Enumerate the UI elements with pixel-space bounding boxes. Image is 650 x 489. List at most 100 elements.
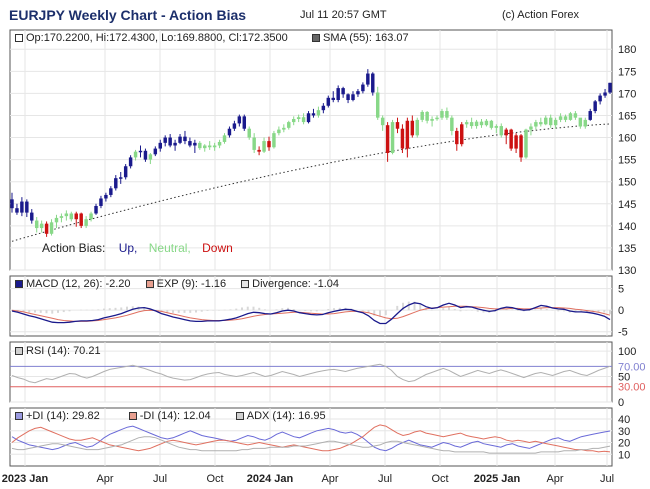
candle-body (267, 141, 271, 148)
adx-line (11, 436, 611, 454)
macd-swatch (15, 280, 23, 289)
candle-body (79, 213, 83, 226)
candle-body (509, 129, 513, 149)
candle-body (608, 82, 612, 93)
rsi-30-label: 30.00 (618, 382, 646, 394)
candle-body (464, 122, 469, 125)
candle-body (474, 121, 479, 127)
candle-body (415, 119, 419, 136)
candle-body (405, 120, 410, 149)
plus-di-line (11, 425, 611, 452)
rsi-panel-frame (9, 341, 613, 403)
sma-line (11, 123, 611, 242)
candle-body (287, 122, 291, 128)
minus-di-label: -DI (14): 12.04 (139, 410, 211, 422)
candle-body (252, 137, 256, 150)
candle-body (99, 198, 103, 206)
divergence-swatch (241, 280, 250, 289)
candle-body (272, 133, 276, 148)
candle-body (514, 135, 518, 149)
candle-body (529, 126, 533, 130)
rsi-legend: RSI (14): 70.21 (15, 346, 101, 357)
candle-body (193, 142, 197, 146)
price-tick-label: 150 (618, 177, 636, 189)
candle-body (232, 123, 237, 129)
candle-body (603, 92, 607, 96)
candle-body (247, 128, 251, 138)
x-tick-label: Jul (378, 473, 392, 485)
rsi-70-label: 70.00 (618, 361, 646, 373)
candle-body (217, 141, 222, 146)
candle-body (356, 91, 360, 95)
candle-body (553, 119, 558, 126)
candle-body (34, 220, 39, 229)
price-tick-label: 140 (618, 221, 636, 233)
candle-body (64, 213, 69, 217)
candle-body (84, 219, 88, 226)
candle-body (178, 136, 182, 143)
x-tick-label: 2023 Jan (2, 473, 49, 485)
candle-body (168, 137, 172, 146)
price-panel-frame (9, 29, 613, 271)
candle-body (291, 119, 296, 123)
price-tick-label: 160 (618, 133, 636, 145)
candle-body (425, 111, 429, 121)
macd-tick-label: -5 (618, 327, 628, 339)
x-tick-label: Apr (321, 473, 338, 485)
candle-body (568, 113, 573, 120)
x-tick-label: Jul (600, 473, 614, 485)
candle-body (544, 117, 548, 125)
candle-body (479, 121, 484, 126)
candle-body (494, 126, 499, 128)
candle-body (227, 128, 232, 136)
candle-body (133, 151, 138, 158)
x-tick-label: Apr (96, 473, 113, 485)
price-tick-label: 130 (618, 265, 636, 277)
rsi-tick-label: 100 (618, 346, 636, 358)
candle-body (148, 154, 153, 160)
candle-body (257, 149, 261, 152)
candle-body (94, 205, 98, 214)
candle-body (30, 212, 34, 221)
dmi-tick-label: 10 (618, 449, 630, 461)
candle-body (351, 94, 355, 101)
candle-body (504, 129, 508, 136)
candle-body (519, 135, 523, 158)
macd-tick-label: 5 (618, 284, 624, 296)
candle-body (54, 217, 59, 223)
candle-body (593, 101, 597, 112)
divergence-label: Divergence: -1.04 (252, 278, 339, 290)
dmi-tick-label: 40 (618, 414, 630, 426)
candle-body (282, 127, 286, 130)
candle-body (49, 222, 54, 234)
action-bias-legend: Action Bias: Up, Neutral, Down (42, 242, 233, 254)
candle-body (583, 119, 588, 127)
ohlc-swatch (15, 34, 23, 43)
candle-body (361, 84, 365, 92)
candle-body (460, 124, 464, 145)
x-tick-label: 2024 Jan (247, 473, 294, 485)
minus-di-line (11, 424, 611, 453)
macd-tick-label: 0 (618, 305, 624, 317)
candle-body (123, 166, 128, 178)
price-tick-label: 170 (618, 88, 636, 100)
price-tick-label: 180 (618, 44, 636, 56)
candle-body (212, 145, 217, 148)
candle-body (534, 122, 538, 127)
bias-down-label: Down (202, 241, 233, 255)
candle-body (301, 117, 306, 123)
candle-body (188, 141, 192, 146)
candle-body (25, 201, 29, 213)
candle-body (548, 117, 553, 126)
candle-body (262, 141, 266, 152)
candle-body (410, 120, 415, 136)
dmi-legend: +DI (14): 29.82 -DI (14): 12.04 ADX (14)… (15, 411, 326, 422)
candle-body (173, 142, 177, 146)
rsi-tick-label: 50 (618, 372, 630, 384)
bias-up-label: Up, (118, 241, 138, 255)
candle-body (371, 73, 375, 93)
candle-body (183, 136, 187, 142)
dmi-tick-label: 20 (618, 438, 630, 450)
candle-body (316, 110, 321, 116)
candle-body (158, 142, 162, 149)
